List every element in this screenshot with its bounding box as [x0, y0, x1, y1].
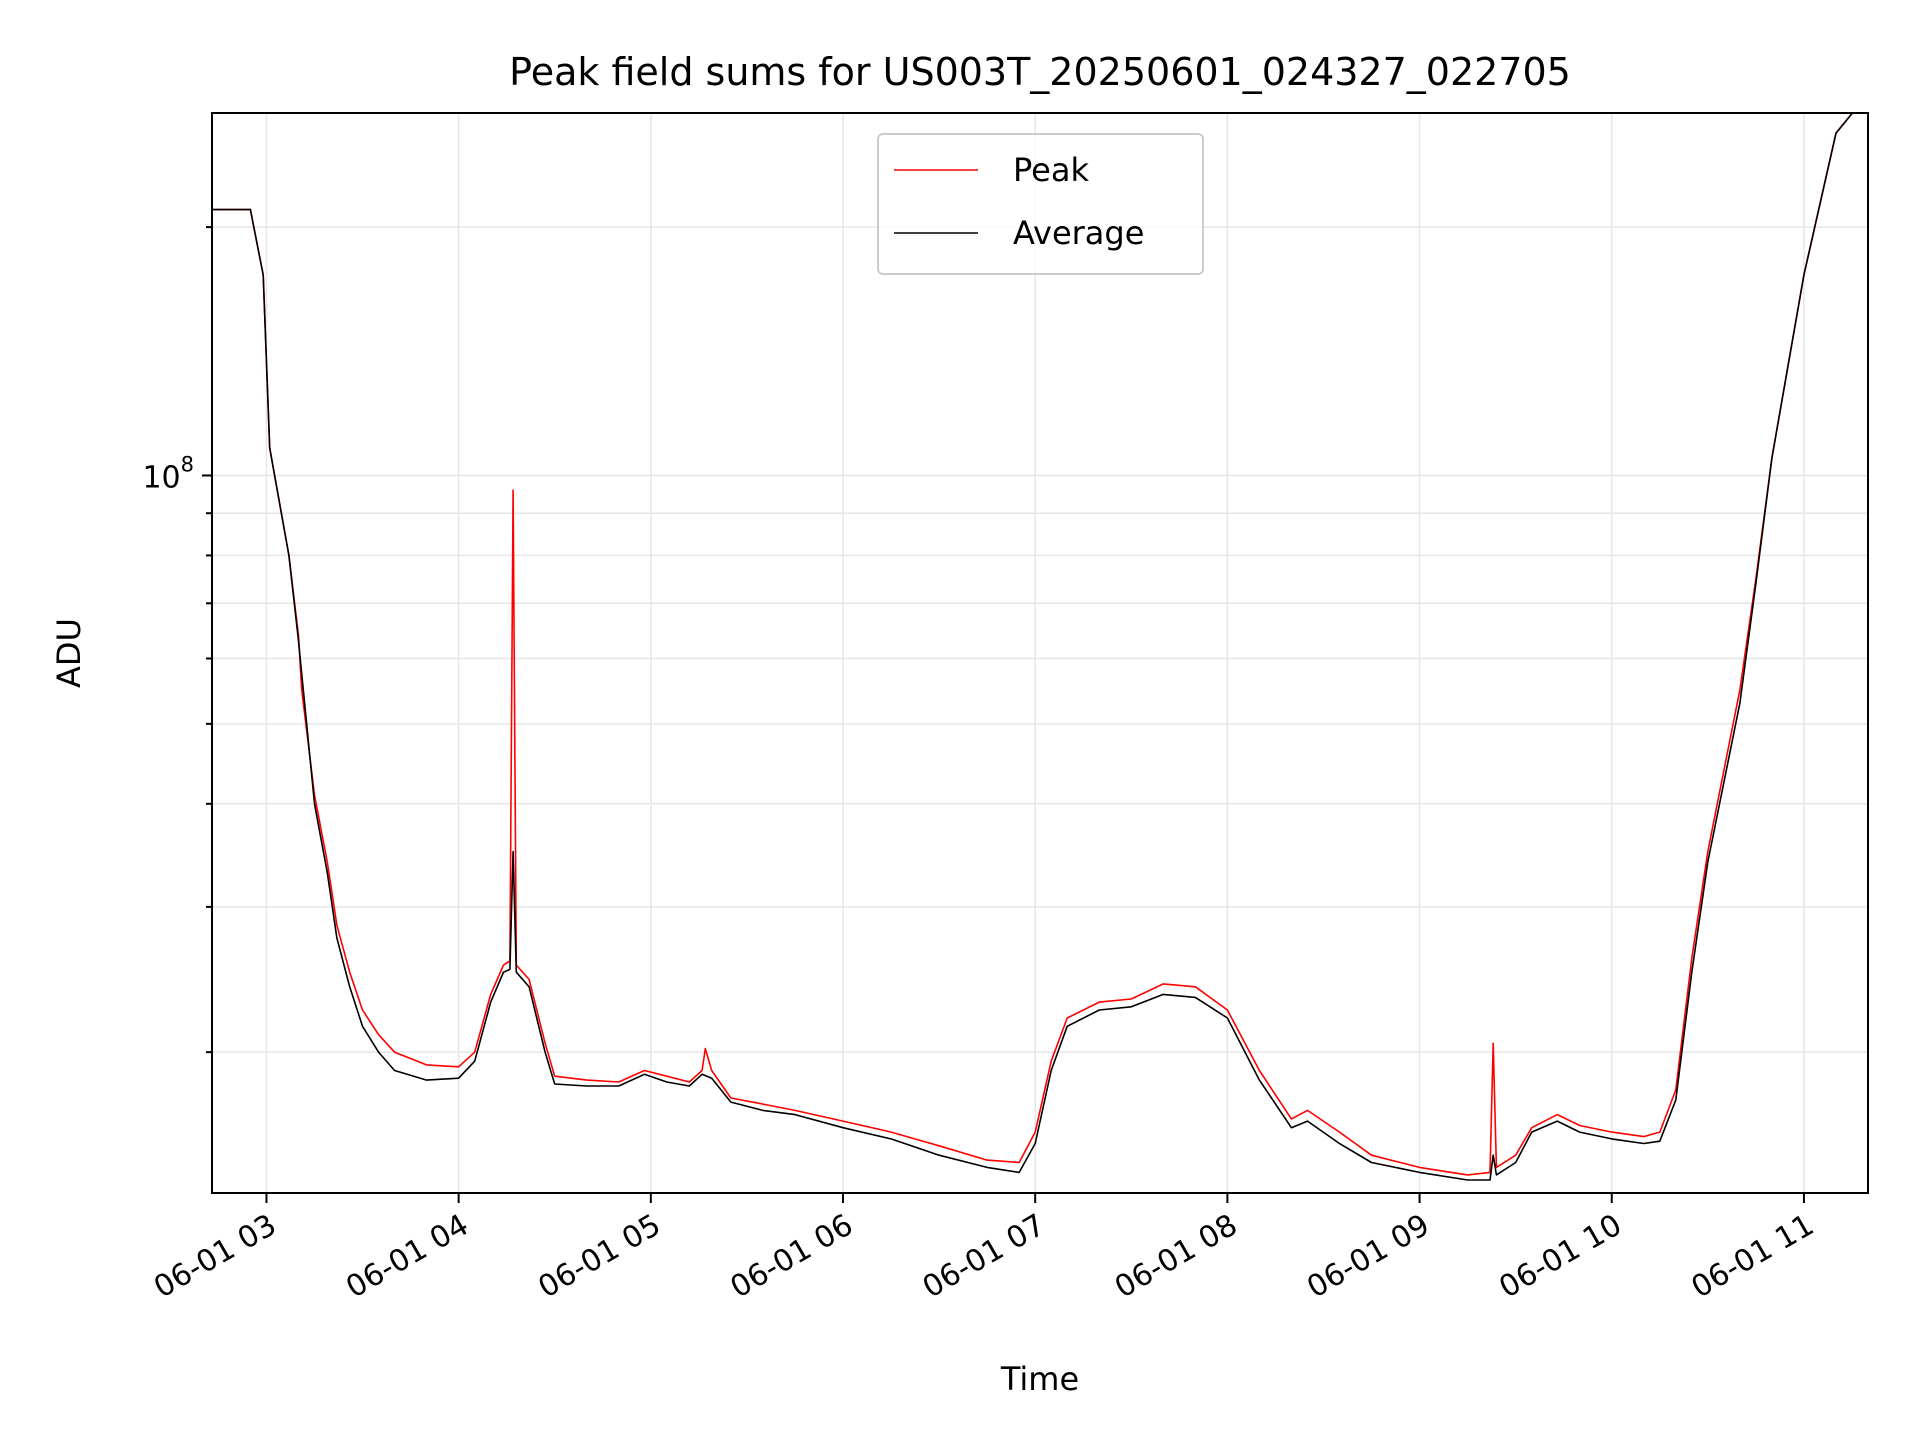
series-line-average: [212, 113, 1854, 1181]
legend-box: [877, 133, 1204, 275]
plot-series: [212, 113, 1854, 1181]
x-axis-label: Time: [1000, 1360, 1079, 1398]
y-tick-label-exponent: 8: [181, 452, 194, 476]
series-line-peak: [212, 113, 1854, 1176]
grid: [212, 113, 1868, 1193]
y-axis-label: ADU: [50, 618, 88, 688]
legend-label-average: Average: [1013, 214, 1144, 252]
chart-title: Peak field sums for US003T_20250601_0243…: [509, 50, 1571, 94]
plot-frame: [211, 112, 1869, 1194]
legend-label-peak: Peak: [1013, 151, 1089, 189]
legend: Peak Average: [877, 133, 1204, 275]
